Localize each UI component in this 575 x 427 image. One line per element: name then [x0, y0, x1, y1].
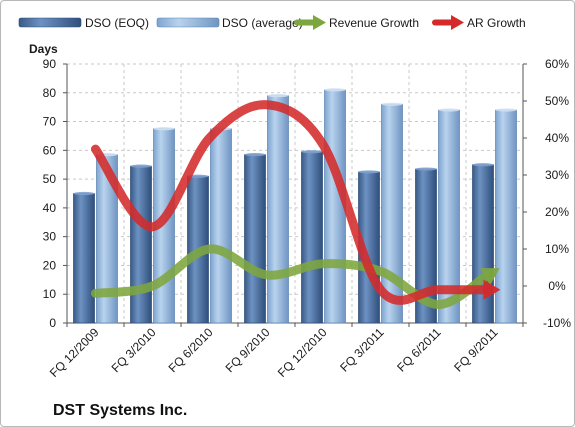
legend-label-revenue-growth: Revenue Growth: [329, 16, 419, 30]
bar-dso-average-cap: [153, 127, 175, 131]
bar-dso-average: [324, 89, 346, 324]
legend-label-ar-growth: AR Growth: [467, 16, 526, 30]
bar-dso-eoq-cap: [244, 153, 266, 157]
y2-tick-label: 40%: [545, 131, 569, 145]
y2-tick-label: 20%: [545, 205, 569, 219]
bar-dso-average-cap: [324, 88, 346, 92]
y-tick-label: 70: [43, 115, 57, 129]
x-tick-label: FQ 12/2009: [47, 325, 102, 380]
bar-dso-average-cap: [267, 94, 289, 98]
y-tick-label: 90: [43, 57, 57, 71]
y-axis-label: Days: [29, 42, 58, 56]
legend: DSO (EOQ) DSO (average) Revenue Growth A…: [18, 15, 526, 30]
chart-title: DST Systems Inc.: [53, 402, 187, 419]
revenue-growth-line: [91, 244, 490, 309]
bar-dso-eoq-cap: [358, 170, 380, 174]
legend-swatch-dso-average: [156, 17, 220, 28]
y-tick-label: 10: [43, 287, 57, 301]
revenue-growth-arrowhead: [479, 268, 500, 286]
bar-dso-eoq: [73, 193, 95, 324]
y-tick-label: 60: [43, 143, 57, 157]
bar-dso-eoq-cap: [187, 174, 209, 178]
bar-dso-average: [267, 95, 289, 324]
legend-swatch-ar-growth: [432, 15, 464, 30]
y-tick-label: 20: [43, 258, 57, 272]
bar-dso-eoq: [244, 154, 266, 324]
x-tick-label: FQ 6/2010: [166, 325, 216, 375]
bar-dso-eoq: [472, 164, 494, 324]
bar-dso-eoq-cap: [301, 150, 323, 154]
bar-dso-eoq-cap: [472, 163, 494, 167]
x-tick-label: FQ 3/2011: [337, 325, 387, 375]
y2-tick-label: 10%: [545, 242, 569, 256]
bar-dso-average-cap: [495, 108, 517, 112]
y2-tick-label: 30%: [545, 168, 569, 182]
ar-growth-line: [91, 100, 488, 305]
bar-dso-eoq-cap: [130, 164, 152, 168]
bar-dso-eoq: [130, 165, 152, 324]
x-tick-label: FQ 3/2010: [109, 325, 159, 375]
legend-label-dso-eoq: DSO (EOQ): [85, 16, 149, 30]
bar-dso-eoq-cap: [415, 167, 437, 171]
y-tick-label: 0: [49, 316, 56, 330]
plot-area: 0 10 20 30 40 50 60 70 80 90 -10% 0% 10% 20% 30% 40% 50%…: [43, 57, 572, 380]
y2-tick-label: 60%: [545, 57, 569, 71]
y-tick-label: 40: [43, 201, 57, 215]
legend-swatch-dso-eoq: [18, 17, 82, 28]
y-tick-label: 30: [43, 230, 57, 244]
bar-dso-average-cap: [438, 108, 460, 112]
ar-growth-arrowhead: [483, 279, 501, 300]
legend-label-dso-average: DSO (average): [222, 16, 303, 30]
bar-dso-eoq: [301, 151, 323, 324]
y2-tick-label: -10%: [543, 316, 571, 330]
x-tick-label: FQ 6/2011: [394, 325, 444, 375]
bar-dso-average: [495, 109, 517, 324]
y-tick-label: 50: [43, 172, 57, 186]
x-tick-label: FQ 9/2010: [223, 325, 273, 375]
x-tick-label: FQ 9/2011: [451, 325, 501, 375]
x-tick-label: FQ 12/2010: [275, 325, 330, 380]
y-tick-label: 80: [43, 86, 57, 100]
y2-tick-label: 0%: [548, 279, 566, 293]
bar-dso-average: [210, 128, 232, 324]
y2-tick-label: 50%: [545, 94, 569, 108]
legend-swatch-revenue-growth: [294, 15, 326, 30]
bar-dso-eoq-cap: [73, 191, 95, 196]
bar-dso-average-cap: [381, 102, 403, 106]
